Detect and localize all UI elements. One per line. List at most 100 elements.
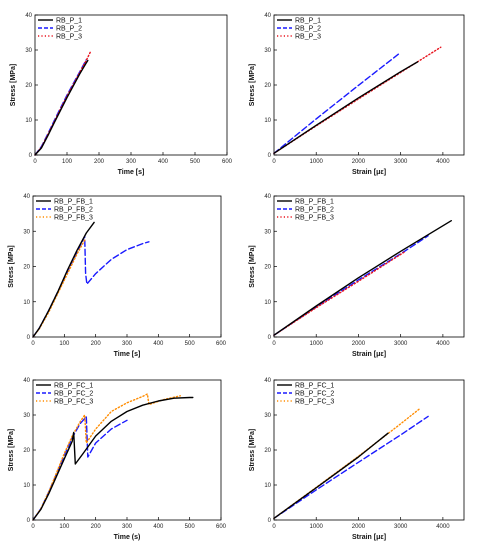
chart-3-ytick-label: 20: [23, 265, 30, 271]
chart-3-series-line-2: [32, 235, 150, 338]
chart-6-y-axis-label: Stress [MPa]: [249, 429, 256, 471]
chart-5-xtick-label: 400: [153, 524, 164, 530]
chart-1-ytick-label: 20: [25, 83, 32, 89]
chart-1-ytick-label: 0: [29, 153, 33, 159]
chart-3: 0 100 200 300 400 500 600 0 10 20 30 40 Time [s] Stre…: [8, 194, 227, 358]
chart-6-legend-label: RB_P_FC_2: [295, 391, 334, 398]
chart-6-xtick-label: 2000: [352, 524, 366, 530]
chart-5-legend-label: RB_P_FC_2: [54, 391, 93, 398]
chart-6-ytick-label: 20: [264, 448, 271, 454]
chart-2-series-line-1: [273, 61, 419, 155]
chart-2-ytick-label: 0: [268, 153, 272, 159]
chart-6-legend-label: RB_P_FC_1: [295, 383, 334, 390]
chart-5-xtick-label: 300: [122, 524, 133, 530]
chart-3-series-line-1: [32, 221, 95, 338]
chart-2: 0 1000 2000 3000 4000 0 10 20 30 40 Strain [με] Str…: [249, 13, 465, 176]
chart-3-legend-label: RB_P_FB_3: [54, 215, 93, 222]
chart-6-ytick-label: 30: [264, 413, 271, 419]
chart-1-xtick-label: 500: [190, 159, 201, 165]
chart-1: 0 100 200 300 400 500 600 0 10 20 30 40 Time [s] Stre…: [10, 13, 233, 176]
chart-2-x-axis-label: Strain [με]: [352, 169, 386, 176]
chart-2-xtick-label: 0: [272, 159, 276, 165]
chart-5-xtick-label: 100: [59, 524, 70, 530]
chart-1-ytick-label: 40: [25, 13, 32, 19]
chart-1-y-axis-label: Stress [MPa]: [10, 64, 17, 106]
chart-2-xtick-label: 4000: [436, 159, 450, 165]
chart-4-ytick-label: 30: [264, 229, 271, 235]
chart-2-ytick-label: 40: [264, 13, 271, 19]
chart-5: 0 100 200 300 400 500 600 0 10 20 30 40 Time (s) Stre…: [8, 378, 227, 541]
chart-3-x-axis-label: Time [s]: [114, 351, 141, 358]
chart-1-xtick-label: 400: [158, 159, 169, 165]
chart-3-xtick-label: 600: [216, 341, 227, 347]
chart-6-xtick-label: 3000: [394, 524, 408, 530]
chart-2-xtick-label: 1000: [310, 159, 324, 165]
chart-2-ytick-label: 30: [264, 48, 271, 54]
chart-2-ytick-label: 20: [264, 83, 271, 89]
chart-4-xtick-label: 0: [272, 341, 276, 347]
chart-4-ytick-label: 40: [264, 194, 271, 200]
chart-6-xtick-label: 1000: [310, 524, 324, 530]
chart-1-legend-label: RB_P_1: [56, 18, 82, 25]
chart-5-legend-label: RB_P_FC_1: [54, 383, 93, 390]
chart-3-legend-label: RB_P_FB_2: [54, 207, 93, 214]
chart-1-series-line-1: [34, 59, 89, 156]
chart-5-series-line-3: [32, 393, 182, 521]
chart-3-xtick-label: 100: [59, 341, 70, 347]
chart-2-xtick-label: 3000: [394, 159, 408, 165]
chart-4-ytick-label: 20: [264, 265, 271, 271]
chart-4-x-axis-label: Strain [με]: [352, 351, 386, 358]
chart-6-xtick-label: 0: [272, 524, 276, 530]
chart-5-ytick-label: 20: [23, 448, 30, 454]
chart-5-xtick-label: 600: [216, 524, 227, 530]
chart-2-legend-label: RB_P_2: [295, 26, 321, 33]
chart-1-xtick-label: 600: [222, 159, 233, 165]
chart-5-xtick-label: 0: [31, 524, 35, 530]
chart-5-ytick-label: 10: [23, 483, 30, 489]
chart-2-legend-label: RB_P_3: [295, 34, 321, 41]
chart-1-x-axis-label: Time [s]: [118, 169, 145, 176]
chart-4-xtick-label: 1000: [310, 341, 324, 347]
chart-1-legend-label: RB_P_3: [56, 34, 82, 41]
chart-1-xtick-label: 300: [126, 159, 137, 165]
chart-5-y-axis-label: Stress [MPa]: [8, 429, 15, 471]
chart-1-xtick-label: 0: [33, 159, 37, 165]
chart-1-xtick-label: 100: [62, 159, 73, 165]
chart-3-ytick-label: 30: [23, 229, 30, 235]
chart-3-xtick-label: 300: [122, 341, 133, 347]
chart-4-legend-label: RB_P_FB_1: [295, 199, 334, 206]
chart-4-series-line-1: [273, 219, 452, 336]
chart-5-legend-label: RB_P_FC_3: [54, 399, 93, 406]
chart-5-ytick-label: 40: [23, 378, 30, 384]
chart-4-xtick-label: 2000: [352, 341, 366, 347]
chart-2-y-axis-label: Stress [MPa]: [249, 64, 256, 106]
chart-6-legend-label: RB_P_FC_3: [295, 399, 334, 406]
chart-3-xtick-label: 200: [91, 341, 102, 347]
chart-4-y-axis-label: Stress [MPa]: [249, 245, 256, 287]
chart-2-legend-label: RB_P_1: [295, 18, 321, 25]
chart-6-series-line-2: [273, 415, 429, 519]
chart-2-series-line-2: [273, 51, 402, 155]
chart-2-ytick-label: 10: [264, 118, 271, 124]
chart-5-ytick-label: 30: [23, 413, 30, 419]
chart-6-x-axis-label: Strain [με]: [352, 534, 386, 541]
chart-5-xtick-label: 500: [185, 524, 196, 530]
chart-3-xtick-label: 400: [153, 341, 164, 347]
chart-4-series-line-2: [273, 235, 429, 336]
chart-4-legend-label: RB_P_FB_2: [295, 207, 334, 214]
chart-5-xtick-label: 200: [91, 524, 102, 530]
chart-1-ytick-label: 30: [25, 48, 32, 54]
chart-4-xtick-label: 3000: [394, 341, 408, 347]
chart-4-ytick-label: 0: [268, 335, 272, 341]
chart-1-ytick-label: 10: [25, 118, 32, 124]
chart-2-xtick-label: 2000: [352, 159, 366, 165]
chart-5-series-line-2: [32, 416, 128, 521]
chart-4-series-line-3: [273, 250, 406, 336]
chart-6-xtick-label: 4000: [436, 524, 450, 530]
chart-4-ytick-label: 10: [264, 300, 271, 306]
chart-6-ytick-label: 0: [268, 518, 272, 524]
chart-4: 0 1000 2000 3000 4000 0 10 20 30 40 Strain [με] Str…: [249, 194, 465, 358]
chart-3-ytick-label: 40: [23, 194, 30, 200]
